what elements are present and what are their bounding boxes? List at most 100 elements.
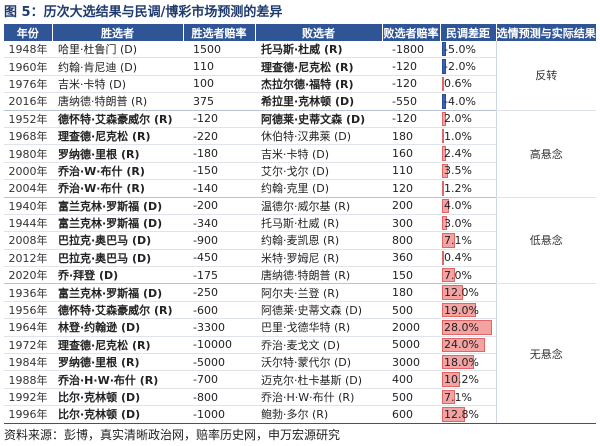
poll-gap-bar bbox=[442, 163, 448, 179]
poll-gap-cell: 1.2% bbox=[440, 179, 496, 198]
winner-cell: 乔治·W·布什 (R) bbox=[52, 179, 183, 198]
winner-odds-cell: -340 bbox=[183, 214, 255, 233]
year-cell: 2000年 bbox=[4, 162, 52, 181]
poll-gap-label: 4.0% bbox=[444, 199, 472, 213]
loser-cell: 吉米·卡特 (D) bbox=[255, 144, 382, 163]
loser-cell: 杰拉尔德·福特 (R) bbox=[255, 75, 382, 94]
winner-odds-cell: 1500 bbox=[183, 41, 255, 59]
year-cell: 2016年 bbox=[4, 92, 52, 111]
header-winner-odds: 胜选者赔率 bbox=[183, 24, 256, 41]
table-row: 1948年 哈里·杜鲁门 (D) 1500 托马斯·杜威 (R) -1800 -5.0% 反… bbox=[4, 41, 596, 111]
winner-odds-cell: -450 bbox=[183, 249, 255, 268]
poll-gap-label: 7.1% bbox=[444, 233, 472, 247]
poll-gap-bar bbox=[442, 250, 444, 266]
poll-gap-bar bbox=[442, 355, 474, 370]
poll-gap-bar bbox=[442, 268, 455, 283]
poll-gap-label: -4.0% bbox=[444, 94, 476, 108]
loser-cell: 鲍勃·多尔 (R) bbox=[255, 405, 382, 424]
poll-gap-cell: -5.0% bbox=[440, 41, 496, 59]
poll-gap-cell: 24.0% bbox=[440, 336, 496, 355]
winner-odds-cell: -180 bbox=[183, 144, 255, 163]
year-cell: 1996年 bbox=[4, 405, 52, 424]
winner-odds-cell: 375 bbox=[183, 92, 255, 111]
poll-gap-bar bbox=[442, 320, 492, 335]
loser-odds-cell: 300 bbox=[382, 214, 440, 233]
poll-gap-label: 1.2% bbox=[444, 181, 472, 195]
year-cell: 1964年 bbox=[4, 318, 52, 337]
year-cell: 1976年 bbox=[4, 75, 52, 94]
poll-gap-cell: 2.0% bbox=[440, 110, 496, 128]
winner-cell: 巴拉克·奥巴马 (D) bbox=[52, 231, 183, 250]
table-row: 2012年 巴拉克·奥巴马 (D) -450 米特·罗姆尼 (R) 360 0.4% bbox=[4, 249, 596, 268]
table-row: 1960年 约翰·肯尼迪 (D) 110 理查德·尼克松 (R) -120 -2.0% bbox=[4, 57, 596, 76]
year-cell: 1972年 bbox=[4, 336, 52, 355]
poll-gap-cell: 7.1% bbox=[440, 388, 496, 407]
loser-cell: 希拉里·克林顿 (D) bbox=[255, 92, 382, 111]
election-table-container: 年份 胜选者 胜选者赔率 败选者 败选者赔率 民调差距 选情预测与实际结果 19… bbox=[4, 24, 596, 424]
year-cell: 1960年 bbox=[4, 57, 52, 76]
winner-odds-cell: -120 bbox=[183, 110, 255, 128]
winner-cell: 比尔·克林顿 (D) bbox=[52, 405, 183, 424]
year-cell: 2012年 bbox=[4, 249, 52, 268]
loser-cell: 温德尔·威尔基 (R) bbox=[255, 197, 382, 215]
winner-cell: 唐纳德·特朗普 (R) bbox=[52, 92, 183, 111]
result-category-cell: 高悬念 bbox=[495, 110, 596, 198]
poll-gap-cell: 19.0% bbox=[440, 301, 496, 320]
header-poll-gap: 民调差距 bbox=[440, 24, 497, 41]
winner-odds-cell: -5000 bbox=[183, 353, 255, 372]
poll-gap-label: 2.4% bbox=[444, 147, 472, 161]
poll-gap-bar bbox=[442, 285, 463, 300]
poll-gap-label: 28.0% bbox=[444, 320, 479, 334]
winner-cell: 富兰克林·罗斯福 (D) bbox=[52, 214, 183, 233]
poll-gap-cell: 7.0% bbox=[440, 266, 496, 285]
winner-odds-cell: -3300 bbox=[183, 318, 255, 337]
poll-gap-cell: 18.0% bbox=[440, 353, 496, 372]
poll-gap-bar bbox=[442, 128, 444, 144]
table-row: 2016年 唐纳德·特朗普 (R) 375 希拉里·克林顿 (D) -550 -4.0% bbox=[4, 92, 596, 111]
poll-gap-label: 12.8% bbox=[444, 407, 479, 421]
winner-cell: 富兰克林·罗斯福 (D) bbox=[52, 283, 183, 302]
loser-odds-cell: 200 bbox=[382, 197, 440, 215]
poll-gap-label: 19.0% bbox=[444, 303, 479, 317]
table-row: 1964年 林登·约翰逊 (D) -3300 巴里·戈德华特 (R) 2000 28.0% bbox=[4, 318, 596, 337]
poll-gap-cell: -4.0% bbox=[440, 92, 496, 111]
poll-gap-cell: 7.1% bbox=[440, 231, 496, 250]
loser-odds-cell: 3000 bbox=[382, 353, 440, 372]
winner-cell: 德怀特·艾森豪威尔 (R) bbox=[52, 301, 183, 320]
poll-gap-label: 3.5% bbox=[444, 164, 472, 178]
poll-gap-cell: 1.0% bbox=[440, 127, 496, 146]
winner-cell: 约翰·肯尼迪 (D) bbox=[52, 57, 183, 76]
poll-gap-bar bbox=[442, 76, 444, 92]
loser-cell: 艾尔·戈尔 (D) bbox=[255, 162, 382, 181]
winner-odds-cell: -175 bbox=[183, 266, 255, 285]
loser-cell: 乔治·麦戈文 (D) bbox=[255, 336, 382, 355]
winner-odds-cell: -10000 bbox=[183, 336, 255, 355]
loser-cell: 乔治·H·W·布什 (R) bbox=[255, 388, 382, 407]
loser-cell: 米特·罗姆尼 (R) bbox=[255, 249, 382, 268]
table-row: 1992年 比尔·克林顿 (D) -800 乔治·H·W·布什 (R) 500 7.1% bbox=[4, 388, 596, 407]
result-category-cell: 低悬念 bbox=[495, 197, 596, 285]
winner-cell: 乔治·H·W·布什 (R) bbox=[52, 370, 183, 389]
poll-gap-bar bbox=[442, 233, 455, 248]
poll-gap-label: 0.6% bbox=[444, 77, 472, 91]
loser-odds-cell: 160 bbox=[382, 144, 440, 163]
loser-odds-cell: 180 bbox=[382, 127, 440, 146]
loser-odds-cell: 360 bbox=[382, 249, 440, 268]
header-loser-odds: 败选者赔率 bbox=[382, 24, 441, 41]
table-row: 1996年 比尔·克林顿 (D) -1000 鲍勃·多尔 (R) 600 12.8% bbox=[4, 405, 596, 424]
header-winner: 胜选者 bbox=[52, 24, 184, 41]
poll-gap-bar bbox=[442, 389, 455, 405]
loser-odds-cell: 5000 bbox=[382, 336, 440, 355]
table-row: 1944年 富兰克林·罗斯福 (D) -340 托马斯·杜威 (R) 300 3.0% bbox=[4, 214, 596, 233]
loser-odds-cell: 800 bbox=[382, 231, 440, 250]
year-cell: 2008年 bbox=[4, 231, 52, 250]
poll-gap-cell: -2.0% bbox=[440, 57, 496, 76]
year-cell: 1988年 bbox=[4, 370, 52, 389]
result-category-cell: 反转 bbox=[495, 41, 596, 111]
election-table: 年份 胜选者 胜选者赔率 败选者 败选者赔率 民调差距 选情预测与实际结果 19… bbox=[4, 24, 596, 424]
winner-cell: 乔·拜登 (D) bbox=[52, 266, 183, 285]
poll-gap-bar bbox=[442, 59, 446, 74]
poll-gap-label: -5.0% bbox=[444, 42, 476, 56]
loser-odds-cell: 110 bbox=[382, 162, 440, 181]
winner-odds-cell: -600 bbox=[183, 301, 255, 320]
